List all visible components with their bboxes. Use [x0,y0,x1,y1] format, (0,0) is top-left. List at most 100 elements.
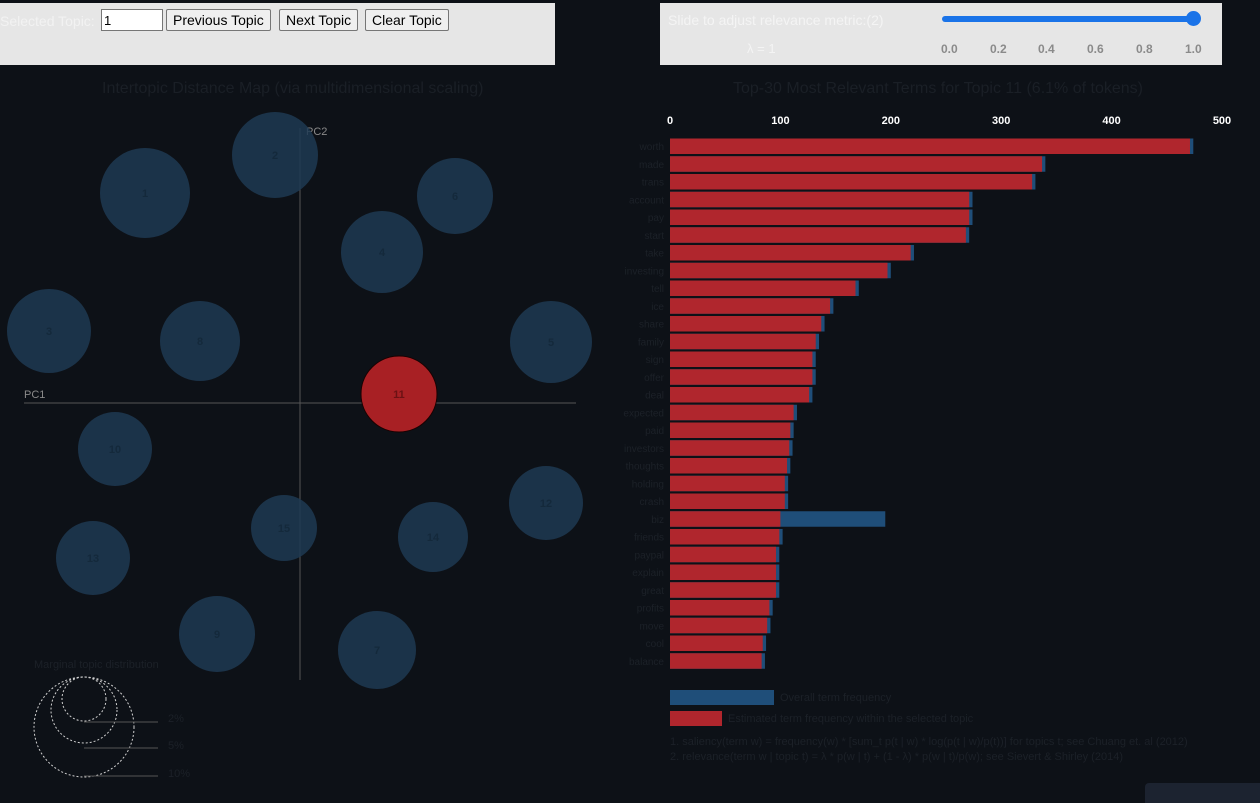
topic-frequency-bar[interactable] [670,387,810,403]
topic-circle-label: 15 [278,523,290,535]
topic-frequency-bar[interactable] [670,529,780,545]
relevance-controls: Slide to adjust relevance metric:(2) λ =… [660,3,1222,65]
legend-overall-swatch [670,690,774,705]
term-label: ice [651,302,664,313]
topic-frequency-bar[interactable] [670,209,970,226]
topic-circle-label: 5 [548,337,554,349]
topic-frequency-bar[interactable] [670,440,790,456]
lambda-slider-track[interactable] [942,16,1192,22]
lambda-tick: 0.6 [1087,42,1104,56]
term-label: pay [648,213,664,224]
topic-circle-7[interactable] [338,611,416,689]
topic-frequency-bar[interactable] [670,174,1033,190]
topic-circle-2[interactable] [232,112,318,198]
term-label: tell [651,284,664,295]
x-tick-label: 0 [667,115,673,127]
term-label: start [645,231,665,242]
topic-frequency-bar[interactable] [670,617,768,634]
term-label: thoughts [626,462,664,473]
topic-frequency-bar[interactable] [670,138,1190,155]
x-tick-label: 100 [771,115,789,127]
topic-circle-label: 6 [452,191,458,203]
x-tick-label: 400 [1102,115,1120,127]
topic-number-input[interactable] [101,9,163,31]
topic-circle-5[interactable] [510,301,592,383]
term-label: holding [632,479,664,490]
marginal-distribution-title: Marginal topic distribution [34,659,159,671]
topic-frequency-bar[interactable] [670,298,831,314]
topic-circle-15[interactable] [251,495,317,561]
marginal-label-10pct: 10% [168,768,190,780]
term-label: family [638,337,664,348]
topic-frequency-bar[interactable] [670,369,813,385]
clear-topic-button[interactable]: Clear Topic [365,9,449,31]
topic-circle-11[interactable] [360,355,438,433]
topic-circle-14[interactable] [398,502,468,572]
topic-circle-1[interactable] [100,148,190,238]
marginal-label-2pct: 2% [168,713,184,725]
topic-circle-3[interactable] [7,289,91,373]
topic-circle-12[interactable] [509,466,583,540]
lambda-tick: 0.2 [990,42,1007,56]
topic-circle-label: 10 [109,444,121,456]
term-label: worth [639,142,664,153]
term-label: take [645,249,664,260]
lambda-tick: 0.0 [941,42,958,56]
topic-frequency-bar[interactable] [670,351,813,368]
term-label: sign [646,355,664,366]
topic-frequency-bar[interactable] [670,404,794,421]
term-label: paid [645,426,664,437]
topic-frequency-bar[interactable] [670,280,856,297]
lambda-slider-thumb[interactable] [1186,11,1201,26]
term-label: profits [637,604,664,615]
topic-frequency-bar[interactable] [670,422,791,439]
previous-topic-button[interactable]: Previous Topic [166,9,271,31]
topic-frequency-bar[interactable] [670,546,776,563]
intertopic-map-title: Intertopic Distance Map (via multidimens… [102,80,484,97]
topic-circle-6[interactable] [417,158,493,234]
term-label: explain [632,568,664,579]
topic-circle-9[interactable] [179,596,255,672]
term-label: move [640,621,665,632]
topic-circle-13[interactable] [56,521,130,595]
marginal-circle-2pct [61,676,107,722]
topic-frequency-bar[interactable] [670,635,763,652]
term-label: made [639,160,664,171]
topic-frequency-bar[interactable] [670,493,785,510]
term-label: account [629,195,664,206]
term-label: investing [625,266,664,277]
x-tick-label: 300 [992,115,1010,127]
topic-frequency-bar[interactable] [670,316,822,332]
topic-frequency-bar[interactable] [670,653,762,669]
pc1-label: PC1 [24,389,45,401]
help-corner-widget[interactable] [1145,783,1260,803]
topic-frequency-bar[interactable] [670,262,888,279]
lambda-slider-label: Slide to adjust relevance metric:(2) [668,12,884,28]
topic-circle-label: 1 [142,188,148,200]
topic-circle-label: 9 [214,629,220,641]
term-label: cool [646,639,664,650]
topic-circle-10[interactable] [78,412,152,486]
topic-frequency-bar[interactable] [670,333,816,350]
topic-frequency-bar[interactable] [670,600,770,616]
topic-frequency-bar[interactable] [670,191,970,208]
topic-circle-4[interactable] [341,211,423,293]
topic-frequency-bar[interactable] [670,156,1043,172]
term-label: expected [623,408,664,419]
topic-frequency-bar[interactable] [670,475,785,492]
term-bar-chart: 0 100 200 300 400 500 worth made trans account pa… [623,115,1231,763]
lambda-tick: 0.4 [1038,42,1055,56]
topic-frequency-bar[interactable] [670,564,776,581]
topic-frequency-bar[interactable] [670,458,788,474]
next-topic-button[interactable]: Next Topic [279,9,359,31]
topic-circle-label: 11 [393,389,405,401]
topic-circle-8[interactable] [160,301,240,381]
topic-frequency-bar[interactable] [670,245,911,261]
topic-frequency-bar[interactable] [670,227,966,243]
topic-frequency-bar[interactable] [670,582,776,598]
topic-frequency-bar[interactable] [670,511,781,527]
term-label: deal [645,391,664,402]
legend-overall-label: Overall term frequency [780,692,892,704]
term-label: friends [634,533,664,544]
